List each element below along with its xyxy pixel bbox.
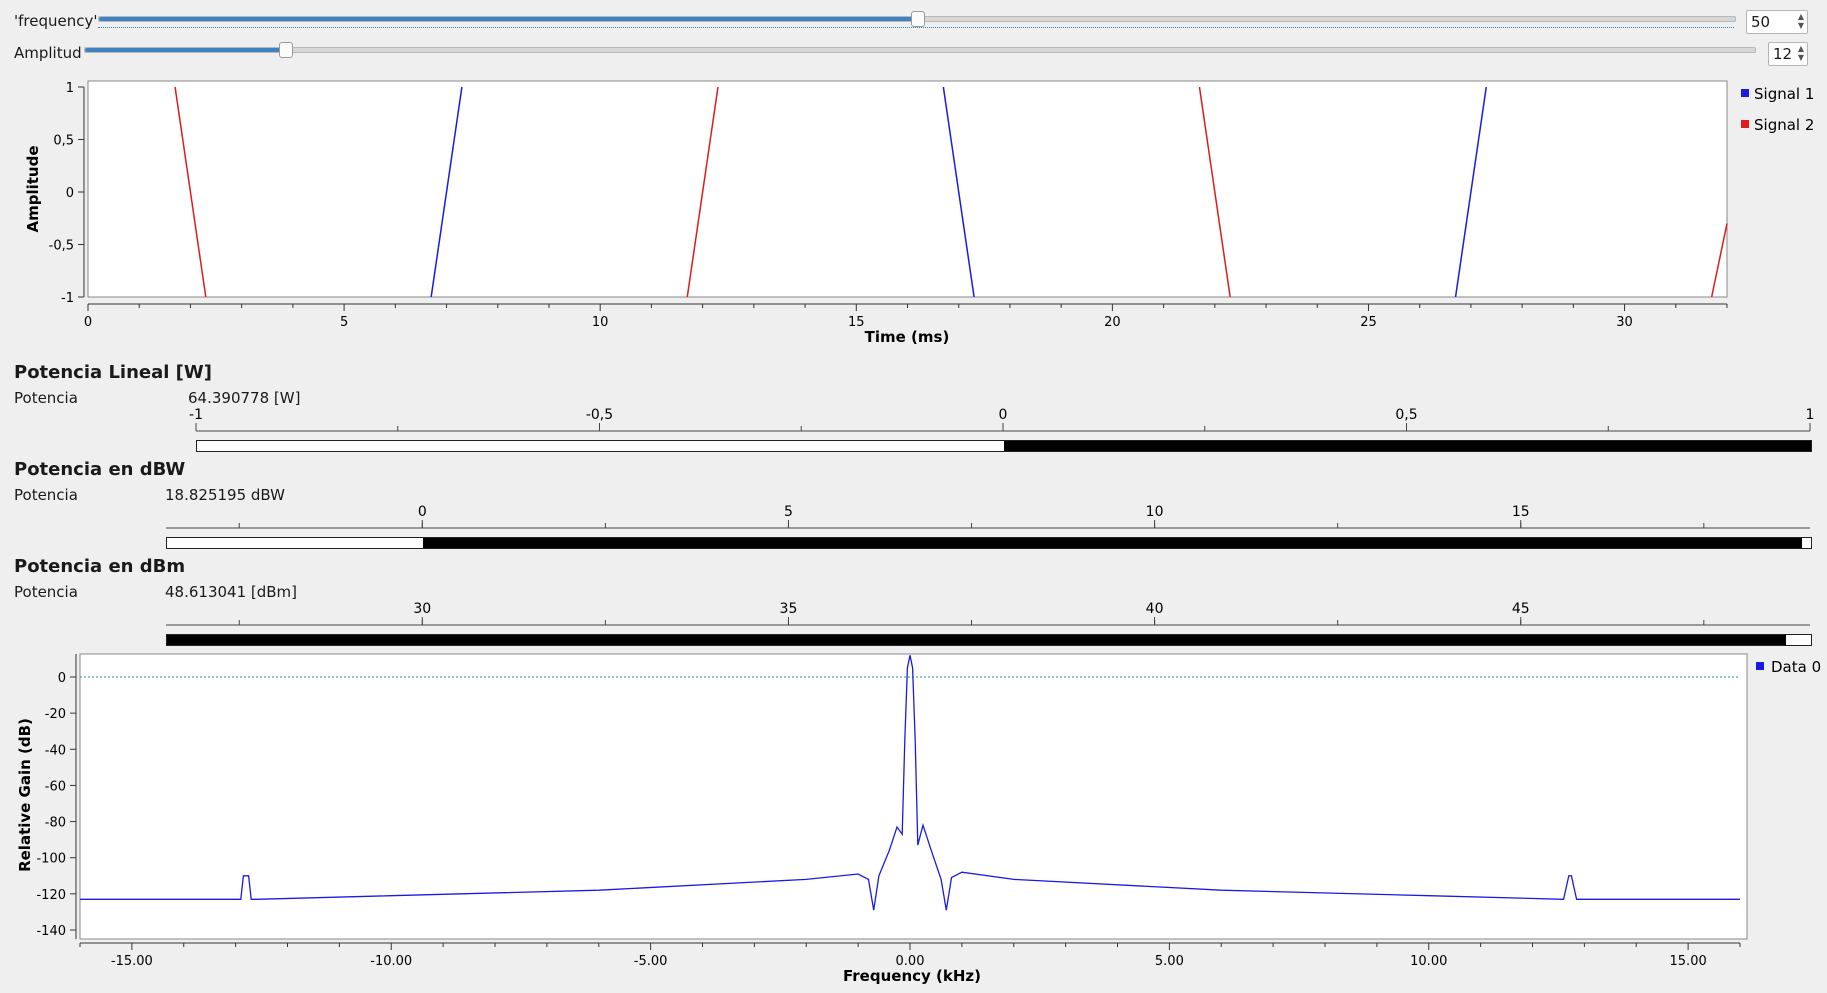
x-tick-label: -5.00 (634, 954, 668, 969)
scale-label: 5 (784, 504, 793, 520)
legend-label-signal-2[interactable]: Signal 2 (1754, 116, 1814, 134)
y-tick-label: -60 (45, 779, 66, 794)
time-plot-xlabel: Time (ms) (865, 328, 950, 346)
x-tick-label: -10.00 (370, 954, 412, 969)
frequency-slider-handle[interactable] (911, 11, 925, 27)
potencia-lineal-title: Potencia Lineal [W] (14, 362, 212, 383)
x-tick-label: 15.00 (1670, 954, 1707, 969)
frequency-plot[interactable]: Relative Gain (dB) Frequency (kHz) 0 -20 -… (0, 650, 1827, 993)
series-segment-signal-1 (1454, 86, 1488, 298)
scale-label: 40 (1146, 601, 1164, 617)
potencia-dbw-bar-fill (423, 538, 1802, 548)
frequency-slider-fill (99, 17, 917, 21)
x-tick-label: -15.00 (111, 954, 153, 969)
y-tick-label: -40 (45, 743, 66, 758)
time-plot-canvas[interactable] (87, 80, 1728, 298)
potencia-dbw-value: 18.825195 dBW (165, 486, 285, 504)
potencia-dbw-label: Potencia (14, 486, 78, 504)
potencia-lineal-label: Potencia (14, 389, 78, 407)
x-tick-label: 25 (1360, 315, 1377, 330)
y-tick-label: 0 (58, 671, 66, 686)
frequency-slider[interactable] (98, 11, 1736, 27)
potencia-dbm-value: 48.613041 [dBm] (165, 583, 298, 601)
amplitude-spinbox[interactable]: 12 ▲ ▼ (1768, 42, 1808, 66)
scale-label: -0,5 (586, 407, 613, 423)
potencia-dbm-scale: 30 35 40 45 (166, 601, 1810, 626)
y-tick-label: -0,5 (49, 239, 74, 254)
y-tick-label: -140 (36, 924, 66, 939)
scale-label: -1 (189, 407, 203, 423)
y-tick-label: -80 (45, 816, 66, 831)
frequency-tick-marks (98, 27, 1734, 28)
potencia-lineal-bar-fill (1004, 441, 1811, 451)
spin-arrows-icon[interactable]: ▲ ▼ (1797, 12, 1804, 30)
series-segment-signal-2 (1198, 86, 1231, 298)
series-segment-signal-2 (686, 86, 719, 298)
scale-label: 15 (1512, 504, 1530, 520)
scale-label: 35 (780, 601, 798, 617)
potencia-lineal-value: 64.390778 [W] (188, 389, 301, 407)
x-tick-label: 0 (84, 315, 92, 330)
x-tick-label: 10.00 (1410, 954, 1447, 969)
y-tick-label: 0 (66, 186, 74, 201)
series-segment-signal-2 (1710, 223, 1728, 298)
frequency-plot-ylabel: Relative Gain (dB) (16, 718, 34, 872)
amplitude-slider-handle[interactable] (279, 42, 294, 58)
amplitude-value[interactable]: 12 (1773, 45, 1793, 63)
amplitude-slider-fill (85, 48, 286, 52)
amplitude-label: Amplitud (14, 44, 82, 62)
spin-arrows-icon[interactable]: ▲ ▼ (1797, 44, 1804, 62)
potencia-dbw-title: Potencia en dBW (14, 459, 186, 480)
series-segment-signal-1 (430, 86, 463, 298)
series-segment-signal-2 (174, 86, 207, 298)
scale-label: 1 (1806, 407, 1815, 423)
potencia-dbw-bar (166, 537, 1812, 549)
potencia-dbm-title: Potencia en dBm (14, 556, 186, 577)
y-tick-label: -1 (61, 291, 74, 306)
time-plot-ylabel: Amplitude (24, 145, 42, 232)
y-tick-label: 0,5 (53, 134, 74, 149)
time-plot[interactable]: Amplitude Time (ms) 1 0,5 0 -0,5 -1 0 5 10 15 20 2… (0, 70, 1827, 355)
legend-label-signal-1[interactable]: Signal 1 (1754, 85, 1814, 103)
potencia-dbm-bar-fill (167, 635, 1787, 645)
x-tick-label: 30 (1616, 315, 1633, 330)
y-tick-label: -100 (36, 852, 66, 867)
potencia-dbm-bar (166, 634, 1812, 646)
legend-swatch-data-0 (1756, 662, 1764, 670)
scale-label: 10 (1146, 504, 1164, 520)
x-tick-label: 0.00 (896, 954, 925, 969)
legend-swatch-signal-2 (1741, 120, 1749, 128)
legend-label-data-0[interactable]: Data 0 (1771, 658, 1821, 676)
frequency-value[interactable]: 50 (1751, 13, 1771, 31)
scale-label: 30 (413, 601, 431, 617)
y-tick-label: -20 (45, 707, 66, 722)
series-segment-signal-1 (942, 86, 975, 298)
potencia-dbw-scale: 0 5 10 15 (166, 504, 1810, 529)
potencia-lineal-scale: -1 -0,5 0 0,5 1 (189, 407, 1815, 432)
x-tick-label: 5.00 (1155, 954, 1184, 969)
x-tick-label: 20 (1104, 315, 1121, 330)
amplitude-slider[interactable] (84, 42, 1756, 58)
x-tick-label: 5 (340, 315, 348, 330)
scale-label: 0,5 (1395, 407, 1417, 423)
scale-label: 0 (999, 407, 1008, 423)
y-tick-label: -120 (36, 888, 66, 903)
frequency-spinbox[interactable]: 50 ▲ ▼ (1746, 10, 1808, 34)
potencia-dbm-label: Potencia (14, 583, 78, 601)
frequency-label: 'frequency' (14, 12, 98, 30)
potencia-lineal-bar (196, 440, 1812, 452)
legend-swatch-signal-1 (1741, 89, 1749, 97)
frequency-plot-xlabel: Frequency (kHz) (843, 967, 981, 985)
x-tick-label: 15 (848, 315, 865, 330)
series-line-data-0 (80, 655, 1740, 911)
scale-label: 0 (418, 504, 427, 520)
x-tick-label: 10 (592, 315, 609, 330)
y-tick-label: 1 (66, 81, 74, 96)
scale-label: 45 (1512, 601, 1530, 617)
